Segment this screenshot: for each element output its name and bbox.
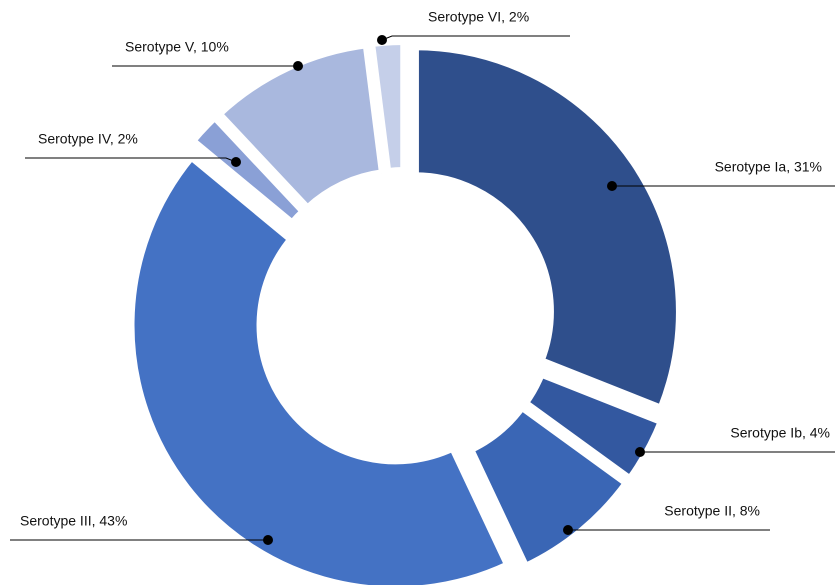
donut-slice <box>126 150 514 585</box>
callout-dot <box>231 157 241 167</box>
callout-dot <box>635 447 645 457</box>
donut-slice <box>410 42 684 415</box>
callout-line <box>25 157 237 163</box>
slice-label: Serotype VI, 2% <box>428 9 529 25</box>
donut-slice <box>519 368 668 486</box>
slice-label: Serotype II, 8% <box>664 503 760 519</box>
slice-label: Serotype V, 10% <box>125 39 229 55</box>
callout-dot <box>377 35 387 45</box>
donut-slice <box>212 39 388 215</box>
donut-slice <box>186 110 310 230</box>
callout-dot <box>607 181 617 191</box>
slice-label: Serotype Ia, 31% <box>715 159 822 175</box>
slice-label: Serotype Ib, 4% <box>730 425 830 441</box>
slice-label: Serotype IV, 2% <box>38 131 138 147</box>
callout-dot <box>263 535 273 545</box>
callout-line <box>381 35 570 41</box>
callout-dot <box>293 61 303 71</box>
slice-label: Serotype III, 43% <box>20 513 127 529</box>
callout-dot <box>563 525 573 535</box>
donut-slice <box>464 401 633 573</box>
